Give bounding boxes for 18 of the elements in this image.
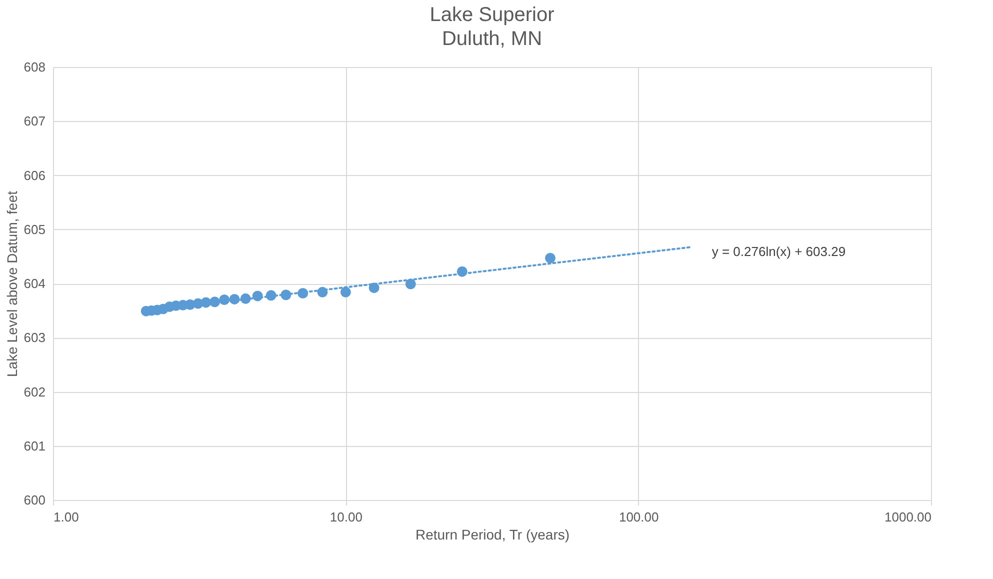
y-tick-label: 604 [24, 276, 46, 291]
x-tick-label: 10.00 [330, 510, 362, 524]
y-tick-label: 608 [24, 60, 46, 74]
y-tick-label: 603 [24, 330, 46, 346]
chart-subtitle: Duluth, MN [442, 28, 542, 50]
y-tick-label: 600 [24, 492, 46, 508]
y-tick-label: 601 [24, 438, 46, 454]
chart-title: Lake Superior [430, 4, 555, 26]
x-axis-title: Return Period, Tr (years) [415, 526, 570, 542]
x-tick-label: 1.00 [54, 510, 79, 524]
x-tick-label: 100.00 [618, 510, 659, 524]
y-tick-label: 606 [24, 168, 46, 183]
y-tick-label: 602 [24, 384, 46, 400]
y-tick-label: 605 [24, 222, 46, 237]
x-tick-label: 1000.00 [884, 510, 932, 524]
y-axis-title: Lake Level above Datum, feet [4, 190, 20, 378]
y-tick-label: 607 [24, 114, 46, 129]
annotation: y = 0.276ln(x) + 603.29 [712, 244, 846, 260]
